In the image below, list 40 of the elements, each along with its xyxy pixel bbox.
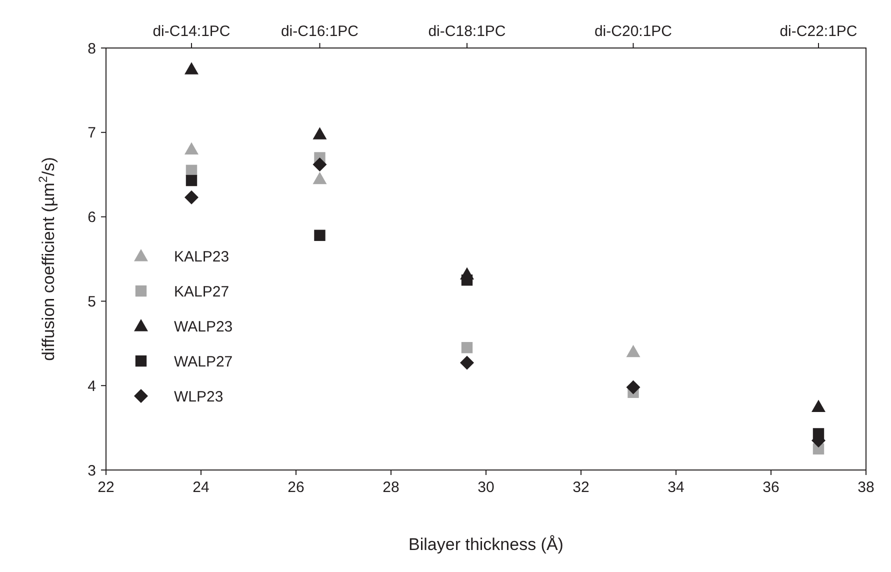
point [626,344,640,358]
y-tick-label: 8 [88,40,96,58]
annotation: di-C16:1PC [280,23,359,40]
y-tick-label: 7 [88,124,96,142]
y-tick-label: 6 [88,209,96,226]
x-tick-label: 26 [288,479,304,496]
x-tick-label: 36 [762,479,780,496]
point [460,356,474,370]
x-tick-label: 22 [98,479,114,496]
point [184,190,198,204]
legend-label: WALP23 [174,318,233,336]
x-tick-label: 32 [572,479,590,496]
point [312,157,327,172]
point [312,127,327,140]
x-tick-label: 34 [668,479,684,496]
legend-label: KALP27 [174,283,230,300]
legend-label: KALP23 [174,248,230,266]
legend-label: WLP23 [174,388,224,406]
y-tick-label: 3 [88,462,96,480]
x-axis-title: Bilayer thickness (Å) [408,535,564,554]
x-tick-label: 30 [478,479,494,496]
point [314,230,326,241]
legend-label: WALP27 [174,353,233,370]
y-tick-label: 5 [88,293,96,310]
x-tick-label: 24 [192,479,210,496]
point [184,142,198,155]
x-tick-label: 38 [858,479,874,496]
annotation: di-C14:1PC [152,23,230,40]
annotation: di-C20:1PC [594,23,672,40]
point [461,342,473,354]
y-tick-label: 4 [88,378,96,395]
annotation: di-C18:1PC [428,23,506,40]
point [186,174,198,186]
point [626,380,640,394]
annotation: di-C22:1PC [780,23,858,40]
point [312,172,327,184]
point [812,400,826,412]
x-tick-label: 28 [382,479,400,496]
point [184,62,198,74]
point [461,274,473,286]
